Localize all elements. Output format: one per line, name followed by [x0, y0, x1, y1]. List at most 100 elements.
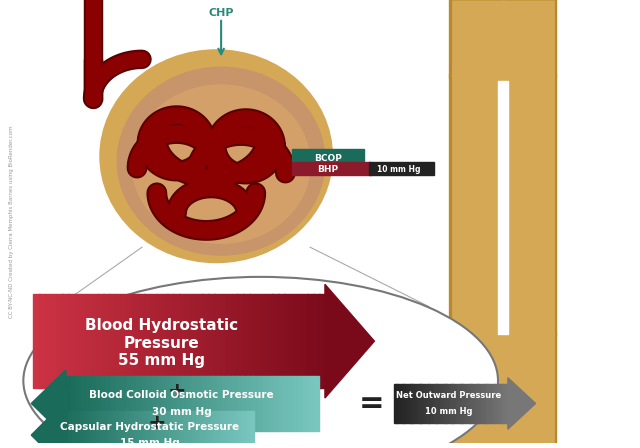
Bar [401, 383, 404, 423]
Bar [447, 383, 449, 423]
Bar [97, 294, 104, 388]
Bar [412, 383, 415, 423]
Bar [88, 411, 92, 448]
Bar [419, 383, 422, 423]
Bar [437, 383, 440, 423]
Text: 55 mm Hg: 55 mm Hg [118, 353, 205, 368]
Polygon shape [31, 370, 66, 437]
Text: +: + [167, 381, 186, 401]
Bar [191, 294, 197, 388]
Text: Blood Colloid Osmotic Pressure: Blood Colloid Osmotic Pressure [89, 390, 274, 400]
Bar [242, 411, 246, 448]
Bar [150, 411, 154, 448]
Bar [298, 376, 303, 431]
Bar [106, 376, 112, 431]
Bar [84, 411, 88, 448]
Bar [39, 294, 45, 388]
Bar [92, 294, 98, 388]
Bar [156, 294, 162, 388]
Bar [150, 294, 156, 388]
Bar [33, 294, 40, 388]
Bar [80, 411, 84, 448]
Bar [403, 383, 406, 423]
Bar [147, 376, 152, 431]
Ellipse shape [23, 277, 498, 448]
Bar [408, 383, 411, 423]
Bar [167, 376, 172, 431]
Bar [303, 376, 308, 431]
Bar [121, 294, 127, 388]
Bar [474, 383, 477, 423]
Bar [196, 411, 200, 448]
Bar [66, 376, 72, 431]
Bar [138, 294, 145, 388]
Text: =: = [358, 389, 384, 418]
Bar [483, 383, 486, 423]
Text: BHP: BHP [317, 164, 339, 173]
Text: CHP: CHP [209, 8, 234, 18]
Bar [442, 383, 445, 423]
Polygon shape [508, 378, 536, 429]
Bar [255, 294, 261, 388]
Bar [494, 383, 497, 423]
Bar [232, 376, 238, 431]
Bar [222, 376, 228, 431]
Bar [217, 376, 223, 431]
Bar [307, 294, 314, 388]
Ellipse shape [100, 50, 332, 263]
Bar [173, 294, 180, 388]
Bar [157, 376, 162, 431]
Bar [115, 411, 119, 448]
Bar [202, 376, 207, 431]
Bar [173, 411, 177, 448]
Text: 10 mm Hg: 10 mm Hg [378, 164, 421, 173]
Bar [207, 376, 212, 431]
Bar [415, 383, 417, 423]
Bar [267, 294, 273, 388]
Polygon shape [31, 405, 61, 448]
Bar [396, 383, 399, 423]
Text: Pressure: Pressure [124, 336, 200, 351]
Bar [141, 376, 147, 431]
Bar [435, 383, 438, 423]
Bar [211, 411, 216, 448]
Bar [177, 376, 182, 431]
Bar [134, 411, 138, 448]
Bar [204, 411, 208, 448]
Ellipse shape [117, 67, 325, 255]
Bar [284, 294, 291, 388]
Bar [232, 294, 238, 388]
Bar [313, 294, 319, 388]
Bar [111, 411, 115, 448]
Bar [169, 411, 173, 448]
Bar [215, 411, 220, 448]
Bar [238, 411, 243, 448]
Ellipse shape [132, 85, 310, 243]
Bar [292, 162, 371, 175]
Bar [165, 411, 170, 448]
Text: 10 mm Hg: 10 mm Hg [425, 407, 472, 416]
Bar [219, 411, 223, 448]
Bar [99, 411, 104, 448]
Bar [68, 294, 75, 388]
Bar [250, 411, 254, 448]
Bar [109, 294, 115, 388]
Bar [86, 294, 92, 388]
Bar [196, 294, 203, 388]
Bar [116, 376, 122, 431]
Text: BCOP: BCOP [314, 154, 342, 163]
Bar [81, 376, 86, 431]
Bar [192, 376, 198, 431]
Bar [234, 411, 239, 448]
Bar [111, 376, 116, 431]
Bar [227, 411, 231, 448]
Bar [399, 383, 401, 423]
Bar [481, 383, 483, 423]
Bar [154, 411, 158, 448]
Bar [469, 383, 472, 423]
Bar [260, 294, 267, 388]
Bar [410, 383, 413, 423]
Bar [283, 376, 288, 431]
Bar [172, 376, 177, 431]
Bar [301, 294, 308, 388]
